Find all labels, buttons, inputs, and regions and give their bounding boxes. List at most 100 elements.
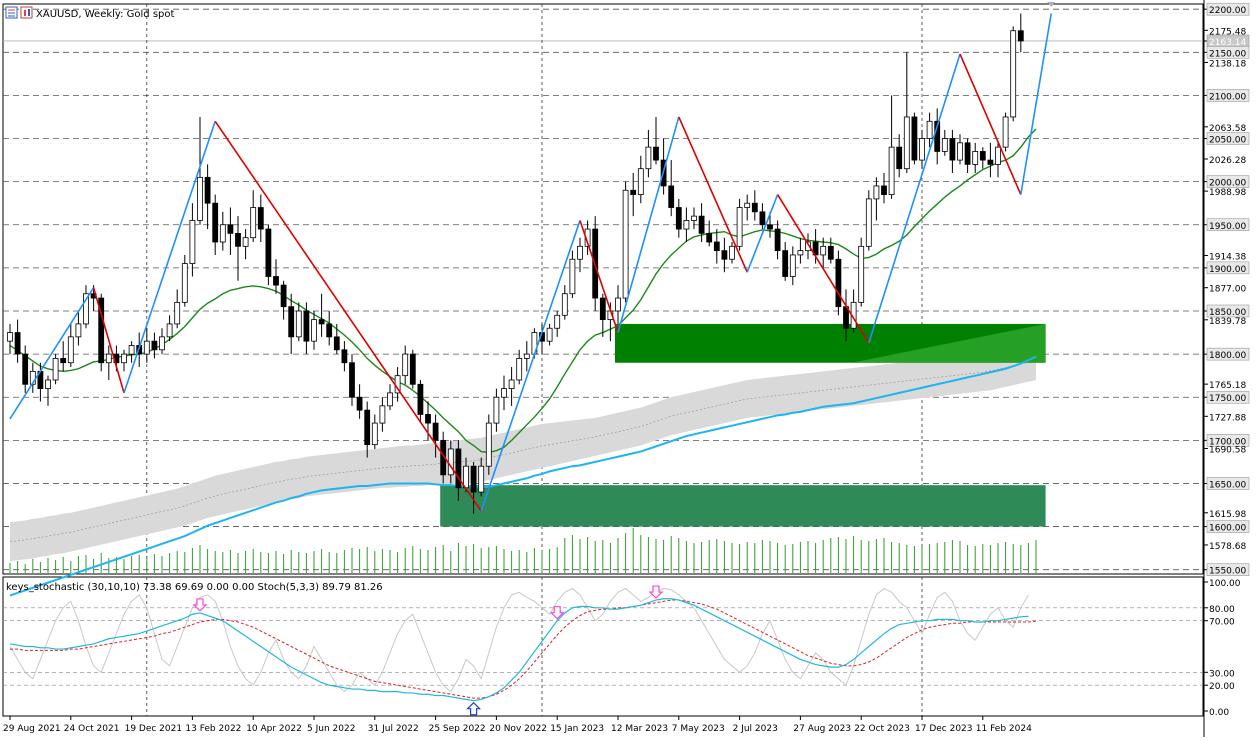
candle[interactable] xyxy=(926,112,933,148)
candle[interactable] xyxy=(713,229,720,264)
candle[interactable] xyxy=(820,237,827,268)
candle[interactable] xyxy=(212,194,219,255)
candle[interactable] xyxy=(52,354,59,385)
candle[interactable] xyxy=(691,207,697,230)
candle[interactable] xyxy=(827,237,834,264)
candle[interactable] xyxy=(835,250,842,316)
candle[interactable] xyxy=(128,341,135,363)
candle[interactable] xyxy=(774,220,781,260)
candle[interactable] xyxy=(736,198,743,251)
candle[interactable] xyxy=(751,190,758,221)
candle[interactable] xyxy=(805,233,811,260)
candle[interactable] xyxy=(546,323,553,346)
candle[interactable] xyxy=(1010,26,1017,122)
candle[interactable] xyxy=(440,431,447,484)
candle[interactable] xyxy=(455,440,462,501)
candle[interactable] xyxy=(683,207,690,243)
candle[interactable] xyxy=(797,237,804,264)
candle[interactable] xyxy=(485,414,492,475)
candle[interactable] xyxy=(105,345,112,380)
candle[interactable] xyxy=(630,173,637,217)
candle[interactable] xyxy=(14,319,21,363)
candle[interactable] xyxy=(417,379,424,424)
candle[interactable] xyxy=(561,285,568,320)
candle[interactable] xyxy=(311,310,317,350)
candle[interactable] xyxy=(858,237,865,307)
candle[interactable] xyxy=(729,242,735,264)
candle[interactable] xyxy=(235,216,241,281)
candle[interactable] xyxy=(919,129,925,169)
candle[interactable] xyxy=(896,134,903,178)
candle[interactable] xyxy=(174,289,181,329)
candle[interactable] xyxy=(523,341,530,372)
candle[interactable] xyxy=(979,147,986,169)
candle[interactable] xyxy=(645,129,652,178)
candle[interactable] xyxy=(432,414,439,458)
candle[interactable] xyxy=(911,112,918,165)
candle[interactable] xyxy=(98,293,105,372)
candle[interactable] xyxy=(250,190,257,243)
candle[interactable] xyxy=(326,310,333,346)
candle[interactable] xyxy=(865,190,872,251)
candle[interactable] xyxy=(45,375,51,406)
candle[interactable] xyxy=(941,129,948,156)
candle[interactable] xyxy=(280,280,287,320)
candle[interactable] xyxy=(121,349,127,372)
candle[interactable] xyxy=(333,323,340,355)
candle[interactable] xyxy=(143,328,150,363)
candle[interactable] xyxy=(972,142,979,174)
candle[interactable] xyxy=(371,414,378,449)
candle[interactable] xyxy=(151,332,158,359)
candle[interactable] xyxy=(22,345,29,393)
candle[interactable] xyxy=(227,207,234,255)
candle[interactable] xyxy=(478,457,485,497)
candle[interactable] xyxy=(516,349,523,385)
candle[interactable] xyxy=(721,237,728,273)
candle[interactable] xyxy=(569,250,576,299)
candle[interactable] xyxy=(493,388,500,432)
candle[interactable] xyxy=(379,397,386,432)
candle[interactable] xyxy=(987,142,994,178)
candle[interactable] xyxy=(60,341,67,372)
candle[interactable] xyxy=(402,345,409,385)
candle[interactable] xyxy=(387,384,393,411)
candle[interactable] xyxy=(599,293,606,337)
candle[interactable] xyxy=(166,315,173,342)
candle[interactable] xyxy=(159,328,165,355)
candle[interactable] xyxy=(789,246,796,286)
candle[interactable] xyxy=(888,95,895,199)
candle[interactable] xyxy=(288,293,295,355)
candle[interactable] xyxy=(364,401,371,458)
candle[interactable] xyxy=(964,138,971,174)
candle[interactable] xyxy=(903,52,910,174)
candle[interactable] xyxy=(1017,13,1024,53)
candle[interactable] xyxy=(637,155,644,204)
candle[interactable] xyxy=(501,375,507,411)
candle[interactable] xyxy=(881,173,887,204)
candle[interactable] xyxy=(204,164,211,230)
chart-window-icon[interactable] xyxy=(5,6,18,19)
candle[interactable] xyxy=(653,116,659,165)
candle[interactable] xyxy=(67,323,74,368)
candle[interactable] xyxy=(554,310,561,337)
indicator-window-icon[interactable] xyxy=(20,6,33,19)
candle[interactable] xyxy=(949,129,956,174)
candle[interactable] xyxy=(675,198,682,238)
candle[interactable] xyxy=(622,181,629,303)
candle[interactable] xyxy=(409,349,416,389)
candles[interactable] xyxy=(7,13,1024,514)
candle[interactable] xyxy=(668,160,675,217)
candle[interactable] xyxy=(242,229,249,260)
candle[interactable] xyxy=(303,302,310,355)
candle[interactable] xyxy=(318,293,325,337)
candle[interactable] xyxy=(341,341,348,372)
candle[interactable] xyxy=(295,302,302,342)
candle[interactable] xyxy=(759,203,766,230)
candle[interactable] xyxy=(356,384,363,419)
candle[interactable] xyxy=(349,354,355,406)
candle[interactable] xyxy=(577,237,583,273)
candle[interactable] xyxy=(698,203,705,243)
candle[interactable] xyxy=(265,224,272,286)
